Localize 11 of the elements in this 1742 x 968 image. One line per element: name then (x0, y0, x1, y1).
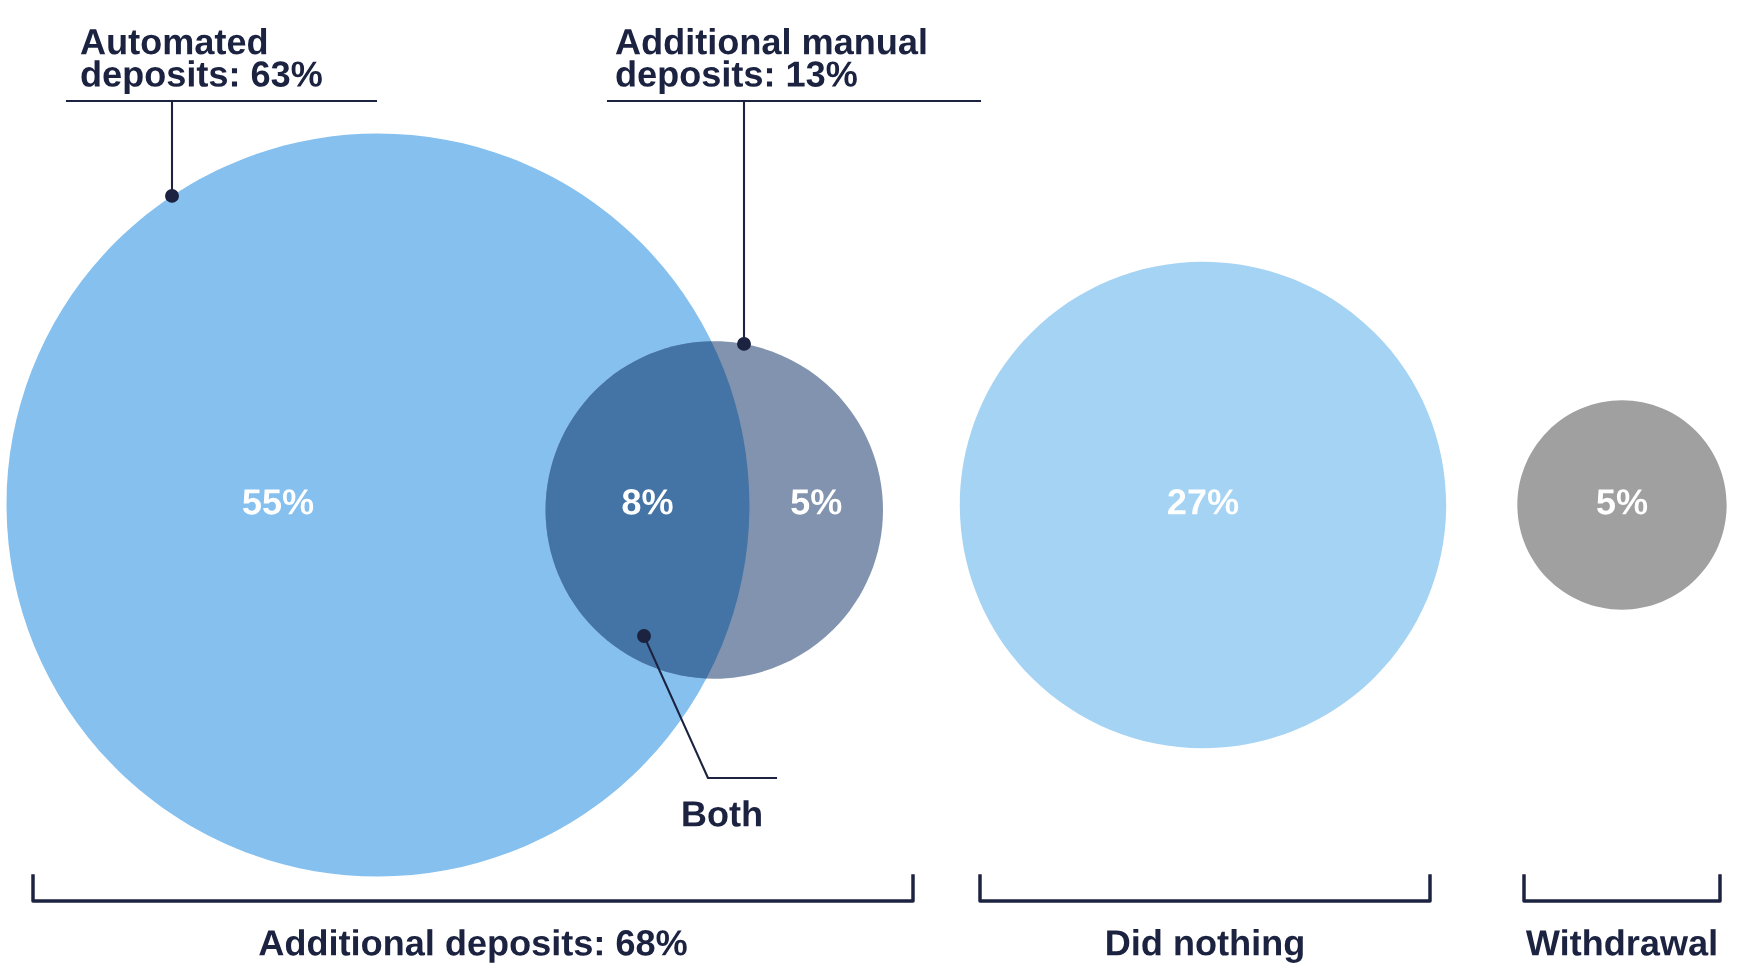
data-label: 5% (1597, 489, 1648, 515)
text: Additional manual deposits: 13% (615, 27, 926, 94)
data-label: 8% (622, 489, 673, 515)
text: Additional deposits: 68% (259, 929, 687, 963)
text: Both (683, 800, 761, 827)
data-label: 5% (791, 489, 842, 515)
text: Withdrawal (1525, 929, 1716, 956)
data-label: 27% (1168, 489, 1239, 515)
data-label: 55% (242, 489, 314, 515)
text: Automated deposits: 63% (80, 27, 322, 94)
text: Did nothing (1107, 929, 1303, 963)
